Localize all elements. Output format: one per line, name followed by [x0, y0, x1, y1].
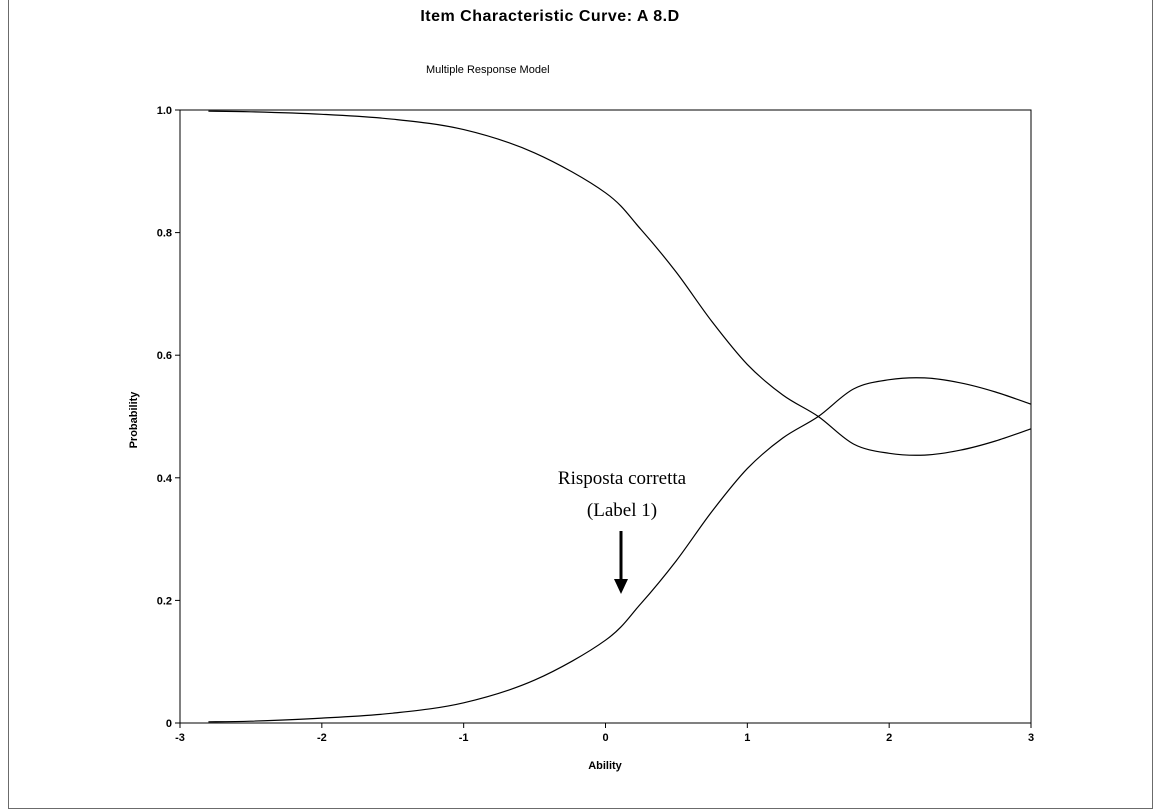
x-tick-label: -3 — [175, 732, 185, 744]
plot-area — [179, 109, 1032, 724]
x-axis: -3 -2 -1 0 1 2 3 — [175, 723, 1034, 744]
y-tick-label: 0.4 — [157, 473, 173, 485]
series-line-1 — [208, 110, 1032, 456]
chart-frame — [8, 0, 1153, 809]
x-tick-label: 2 — [886, 732, 892, 744]
series-line-2 — [208, 377, 1032, 723]
x-tick-label: -1 — [459, 732, 469, 744]
annotation-line-2: (Label 1) — [587, 500, 657, 521]
y-tick-label: 0.8 — [157, 228, 172, 240]
y-tick-label: 1.0 — [157, 105, 172, 117]
x-tick-label: 1 — [744, 732, 750, 744]
x-tick-label: 3 — [1028, 732, 1034, 744]
y-tick-label: 0.2 — [157, 595, 172, 607]
annotation-line-1: Risposta corretta — [558, 468, 687, 489]
chart-subtitle: Multiple Response Model — [426, 64, 550, 76]
y-axis: 0 0.2 0.4 0.6 0.8 1.0 — [157, 105, 180, 730]
x-tick-label: 0 — [602, 732, 608, 744]
y-tick-label: 0 — [166, 718, 172, 730]
x-tick-label: -2 — [317, 732, 327, 744]
chart-title: Item Characteristic Curve: A 8.D — [420, 8, 680, 25]
x-axis-title: Ability — [588, 760, 622, 772]
series-group — [208, 110, 1032, 723]
y-tick-label: 0.6 — [157, 350, 172, 362]
annotation-arrow — [614, 531, 628, 594]
y-axis-title: Probability — [128, 391, 140, 449]
